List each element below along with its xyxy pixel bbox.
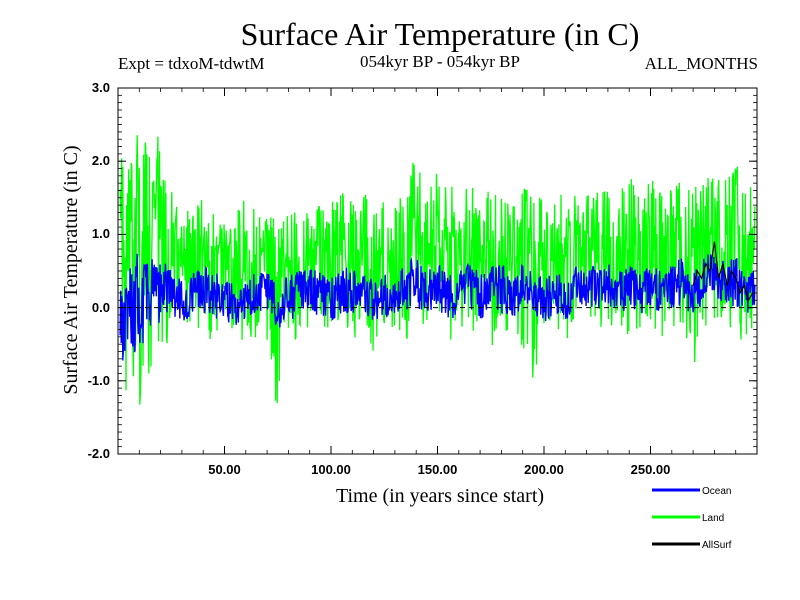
legend-label-allsurf: AllSurf [702,540,732,551]
y-tick-label: 2.0 [91,153,110,169]
x-tick-label: 200.00 [524,462,564,477]
series-line-allsurf [692,241,754,302]
experiment-label: Expt = tdxoM-tdwtM [118,54,265,73]
y-tick-label: 0.0 [91,299,110,315]
y-tick-label: -1.0 [87,372,110,388]
legend-label-land: Land [702,513,724,524]
x-tick-label: 50.00 [208,462,241,477]
y-tick-label: 3.0 [91,80,110,95]
months-label: ALL_MONTHS [644,54,758,73]
series-line-ocean [119,253,756,361]
y-tick-label: -2.0 [87,446,110,461]
chart-title: Surface Air Temperature (in C) [240,16,640,52]
x-axis-label: Time (in years since start) [335,485,545,507]
x-tick-label: 150.00 [417,462,458,477]
series-line-land [119,135,756,405]
x-tick-label: 250.00 [630,462,671,477]
x-tick-label: 100.00 [311,462,351,477]
y-tick-label: 1.0 [91,226,110,242]
legend-label-ocean: Ocean [702,486,731,497]
period-label: 054kyr BP - 054kyr BP [360,52,520,71]
